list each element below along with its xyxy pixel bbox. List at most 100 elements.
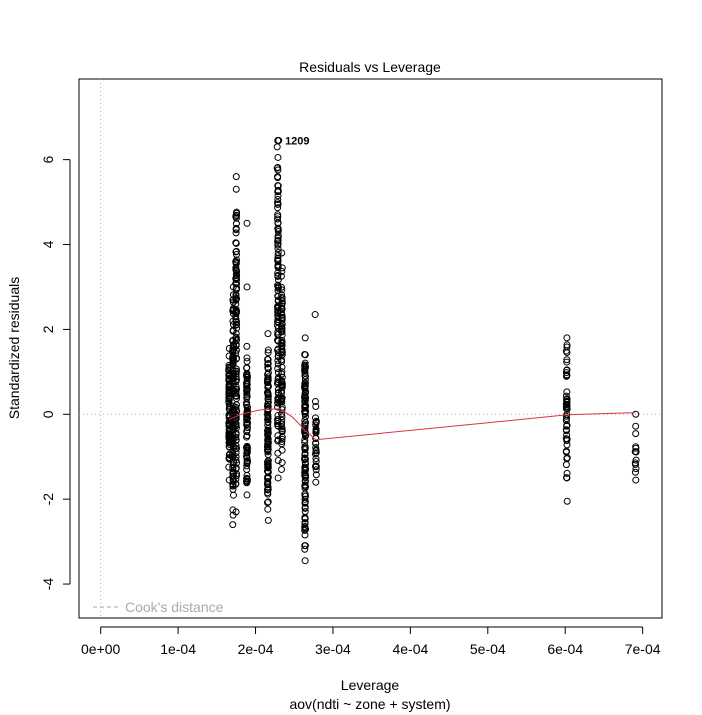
data-point [312,449,320,457]
data-point [274,232,282,240]
data-point [264,414,272,422]
data-point [264,448,272,456]
data-point [301,451,309,459]
data-point [274,224,282,232]
data-point [232,250,240,258]
data-point [264,359,272,367]
data-point [562,461,570,469]
data-point [278,297,286,305]
data-point [274,153,282,161]
data-point [563,441,571,449]
data-point [301,499,309,507]
data-point [277,272,285,280]
data-point [278,379,286,387]
data-point [233,324,241,332]
data-point [278,446,286,454]
data-point [278,342,286,350]
data-point [274,449,282,457]
data-point [277,283,285,291]
data-point [226,406,234,414]
data-point [243,354,251,362]
data-point [233,459,241,467]
data-point [563,388,571,396]
data-point [312,463,320,471]
y-tick-label: 0 [40,410,56,418]
data-point [232,449,240,457]
data-point [274,219,282,227]
data-point [563,334,571,342]
data-point [263,388,271,396]
data-point [301,504,309,512]
data-point [243,474,251,482]
data-point [243,462,251,470]
data-point [301,366,309,374]
data-point [274,215,282,223]
legend: Cook's distance [93,599,224,615]
data-point [312,450,320,458]
data-point [563,356,571,364]
data-point [301,525,309,533]
data-point [264,474,272,482]
data-point [631,468,639,476]
y-tick-label: 4 [40,240,56,248]
data-point [278,420,286,428]
data-point [563,372,571,380]
data-point [632,443,640,451]
data-point [562,435,570,443]
data-point [232,370,240,378]
data-point [274,186,282,194]
x-tick-label: 4e-04 [392,641,428,657]
data-point [232,472,240,480]
data-point [632,448,640,456]
data-point [563,474,571,482]
data-point [243,401,251,409]
data-point [243,283,251,291]
data-point [563,348,571,356]
data-point [232,330,240,338]
data-point [225,411,233,419]
data-point [243,420,251,428]
data-point [301,456,309,464]
data-point [229,465,237,473]
data-point [232,464,240,472]
data-point [301,351,309,359]
data-point [232,429,240,437]
data-point [264,395,272,403]
data-point [274,182,282,190]
data-point [243,357,251,365]
data-point [312,421,320,429]
data-point [264,349,272,357]
data-point [301,545,309,553]
data-point [278,305,286,313]
data-point [562,404,570,412]
data-point [229,480,237,488]
y-tick-label: 6 [40,156,56,164]
data-point [274,432,282,440]
data-point [233,208,241,216]
data-point [562,417,570,425]
data-point [301,495,309,503]
data-point [274,304,282,312]
data-point [243,342,251,350]
data-point [232,480,240,488]
data-point [562,448,570,456]
x-axis: 0e+00 1e-04 2e-04 3e-04 4e-04 5e-04 6e-04 7e-04 [81,626,661,657]
data-point [232,321,240,329]
y-tick-label: -4 [40,578,56,591]
data-point [632,430,640,438]
data-point [274,137,282,145]
data-point [264,464,272,472]
data-point [232,333,240,341]
data-point [312,471,320,479]
data-point [243,459,251,467]
data-point [274,272,282,280]
data-point [278,314,286,322]
data-point [274,369,282,377]
data-point [278,387,286,395]
data-point [273,143,281,151]
data-point [278,286,286,294]
data-point [232,337,240,345]
data-point [301,458,309,466]
data-point [232,508,240,516]
data-point [632,410,640,418]
